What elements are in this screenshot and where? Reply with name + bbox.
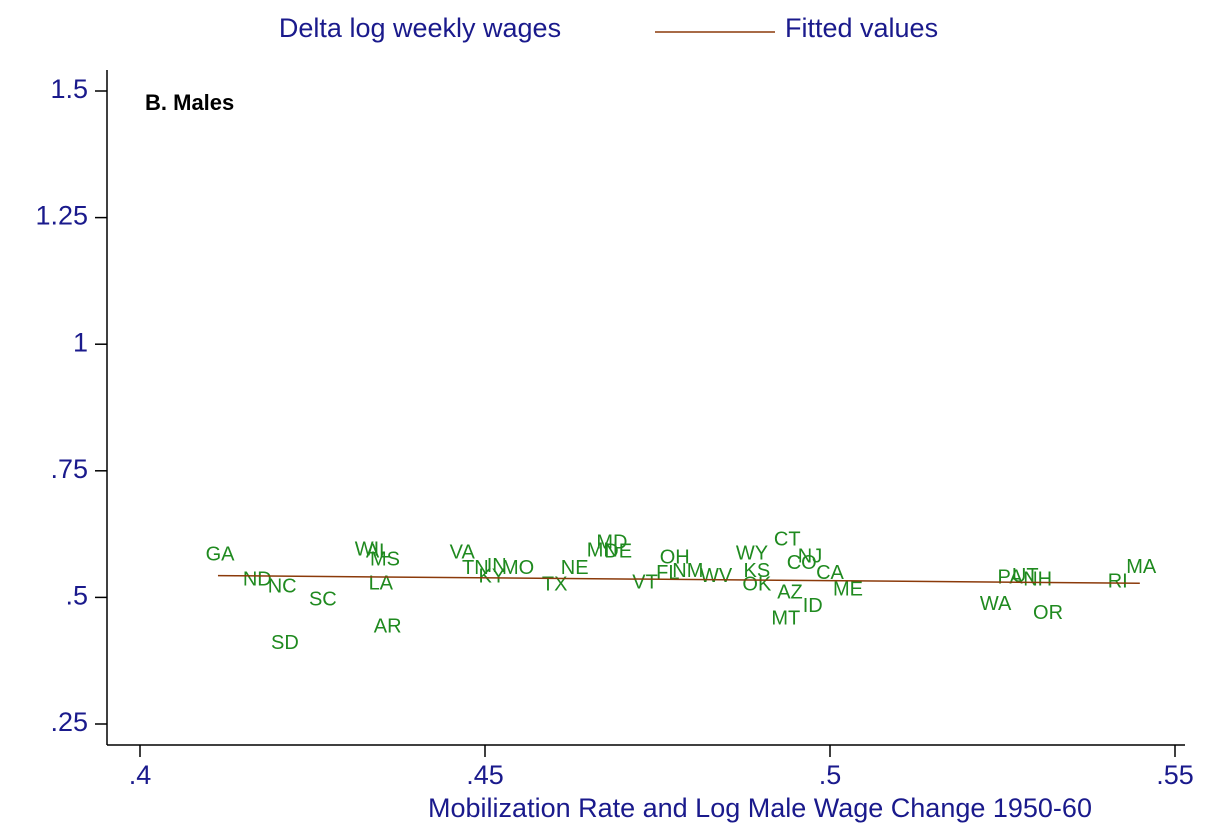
point-label: MN [587, 540, 618, 562]
point-label: AL [366, 541, 390, 563]
point-label: ID [803, 595, 823, 617]
point-label: KS [744, 560, 771, 582]
point-label: NM [672, 560, 703, 582]
fitted-line [217, 574, 1140, 584]
point-label: ND [243, 568, 272, 590]
point-label: NH [1023, 568, 1052, 590]
x-tick-label: .45 [466, 760, 504, 790]
point-label: WY [736, 543, 768, 565]
point-label: MO [502, 557, 534, 579]
y-tick-label: 1.5 [50, 74, 88, 104]
point-label: CO [787, 552, 817, 574]
point-label: AZ [777, 582, 803, 604]
point-label: IN [487, 555, 507, 577]
point-label: TN [462, 557, 489, 579]
point-label: MD [596, 531, 627, 553]
point-label: OK [742, 574, 772, 596]
annotation: B. Males [145, 90, 234, 115]
y-tick-label: .5 [65, 581, 88, 611]
point-label: MT [771, 607, 800, 629]
point-label: NC [268, 576, 297, 598]
point-label: FL [656, 562, 679, 584]
point-label: OR [1033, 602, 1063, 624]
point-label: VT [632, 572, 658, 594]
point-label: WI [355, 539, 379, 561]
y-tick-label: .25 [50, 707, 88, 737]
y-tick-label: 1.25 [35, 201, 88, 231]
point-label: SD [271, 632, 299, 654]
point-label: VA [450, 542, 476, 564]
point-label: UT [1012, 565, 1039, 587]
point-label: WV [700, 565, 733, 587]
point-label: LA [369, 573, 394, 595]
point-label: ME [833, 579, 863, 601]
point-label: CA [816, 562, 844, 584]
point-label: GA [206, 544, 236, 566]
x-tick-label: .4 [129, 760, 152, 790]
point-label: SC [309, 589, 337, 611]
point-label: DE [604, 541, 632, 563]
point-label: MS [370, 549, 400, 571]
point-label: CT [774, 528, 801, 550]
point-label: KY [479, 565, 506, 587]
point-label: NE [561, 557, 589, 579]
y-tick-label: .75 [50, 454, 88, 484]
x-axis-label: Mobilization Rate and Log Male Wage Chan… [428, 793, 1092, 823]
point-label: WA [980, 593, 1012, 615]
point-label: OH [660, 547, 690, 569]
y-tick-label: 1 [73, 327, 88, 357]
point-label: AR [374, 616, 402, 638]
legend-label: Fitted values [785, 13, 938, 43]
x-tick-label: .5 [819, 760, 842, 790]
x-tick-label: .55 [1156, 760, 1194, 790]
point-label: RI [1108, 570, 1128, 592]
legend-label: Delta log weekly wages [279, 13, 561, 43]
point-label: NJ [798, 546, 822, 568]
point-label: MA [1126, 556, 1157, 578]
